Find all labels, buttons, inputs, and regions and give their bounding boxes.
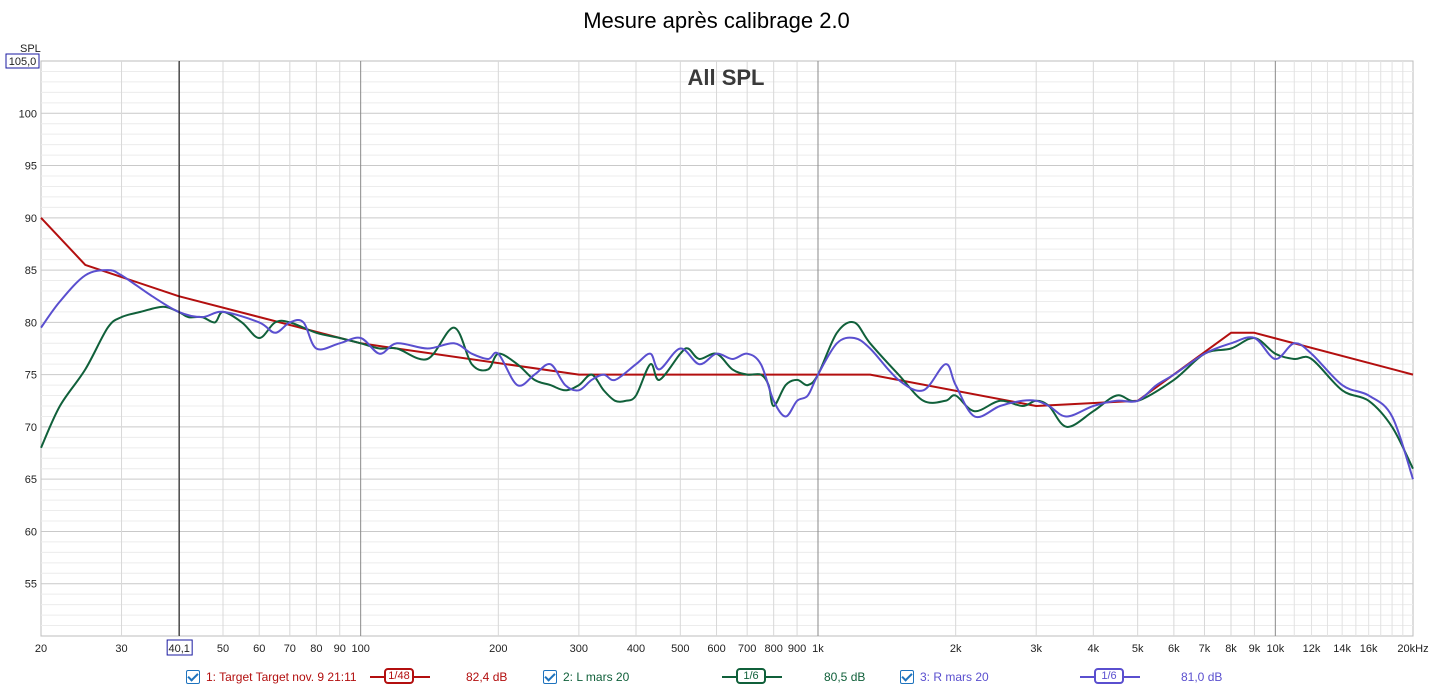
level-readout-1: 82,4 dB (466, 670, 508, 684)
x-tick-label: 70 (284, 643, 296, 655)
y-tick-label: 100 (19, 108, 37, 120)
legend-item-3[interactable]: 3: R mars 20 (900, 668, 989, 686)
x-tick-label: 800 (764, 643, 782, 655)
x-tick-label: 500 (671, 643, 689, 655)
x-tick-label: 1k (812, 643, 824, 655)
y-axis-label: SPL (20, 43, 41, 55)
y-tick-label: 80 (25, 317, 37, 329)
y-tick-label: 55 (25, 579, 37, 591)
legend-checkbox-2[interactable] (543, 670, 557, 684)
chart-title: Mesure après calibrage 2.0 (583, 8, 850, 33)
x-tick-label: 5k (1132, 643, 1144, 655)
smoothing-label-3: 1/6 (1094, 668, 1124, 684)
y-tick-label: 60 (25, 526, 37, 538)
y-tick-label: 90 (25, 213, 37, 225)
series-line-3 (40, 269, 1414, 480)
legend-label-1: 1: Target Target nov. 9 21:11 (206, 670, 357, 684)
x-tick-label: 200 (489, 643, 507, 655)
x-tick-label: 10k (1266, 643, 1284, 655)
x-tick-label: 16k (1360, 643, 1378, 655)
legend-item-2[interactable]: 2: L mars 20 (543, 668, 629, 686)
chart-grid (40, 60, 1414, 637)
x-tick-label: 700 (738, 643, 756, 655)
legend-checkbox-3[interactable] (900, 670, 914, 684)
legend-item-1[interactable]: 1: Target Target nov. 9 21:11 (186, 668, 357, 686)
cursor-readout: 40,1 (168, 643, 189, 655)
x-tick-label: 90 (334, 643, 346, 655)
x-tick-label: 2k (950, 643, 962, 655)
y-readout-box (5, 53, 40, 69)
plot-area (40, 60, 1414, 637)
series-layer (40, 217, 1414, 480)
legend-checkbox-1[interactable] (186, 670, 200, 684)
overlay-title: All SPL (687, 65, 764, 90)
level-readout-2: 80,5 dB (824, 670, 866, 684)
y-tick-label: 65 (25, 474, 37, 486)
x-tick-label: 4k (1088, 643, 1100, 655)
x-tick-label: 14k (1333, 643, 1351, 655)
y-tick-label: 95 (25, 161, 37, 173)
x-tick-label: 8k (1225, 643, 1237, 655)
smoothing-control-1[interactable]: 1/48 (370, 667, 430, 687)
y-tick-label: 85 (25, 265, 37, 277)
smoothing-control-2[interactable]: 1/6 (722, 667, 782, 687)
x-tick-label: 9k (1249, 643, 1261, 655)
x-tick-label: 7k (1199, 643, 1211, 655)
x-tick-label: 12k (1303, 643, 1321, 655)
smoothing-label-2: 1/6 (736, 668, 766, 684)
x-tick-label: 900 (788, 643, 806, 655)
x-tick-label: 30 (115, 643, 127, 655)
x-tick-label: 60 (253, 643, 265, 655)
x-tick-label: 400 (627, 643, 645, 655)
x-tick-label: 300 (570, 643, 588, 655)
y-readout: 105,0 (9, 56, 37, 68)
level-readout-3: 81,0 dB (1181, 670, 1223, 684)
x-tick-label: 20 (35, 643, 47, 655)
series-line-2 (40, 305, 1414, 470)
x-tick-label: 600 (707, 643, 725, 655)
x-tick-label: 6k (1168, 643, 1180, 655)
x-tick-label: 100 (351, 643, 369, 655)
y-tick-label: 75 (25, 370, 37, 382)
legend-label-3: 3: R mars 20 (920, 670, 989, 684)
smoothing-control-3[interactable]: 1/6 (1080, 667, 1140, 687)
legend-label-2: 2: L mars 20 (563, 670, 630, 684)
x-tick-label: 80 (310, 643, 322, 655)
series-line-1 (40, 217, 1414, 407)
x-tick-label: 50 (217, 643, 229, 655)
x-tick-label: 3k (1030, 643, 1042, 655)
y-tick-label: 70 (25, 422, 37, 434)
cursor-readout-box (166, 639, 193, 656)
smoothing-label-1: 1/48 (384, 668, 414, 684)
x-tick-label: 20kHz (1397, 643, 1428, 655)
